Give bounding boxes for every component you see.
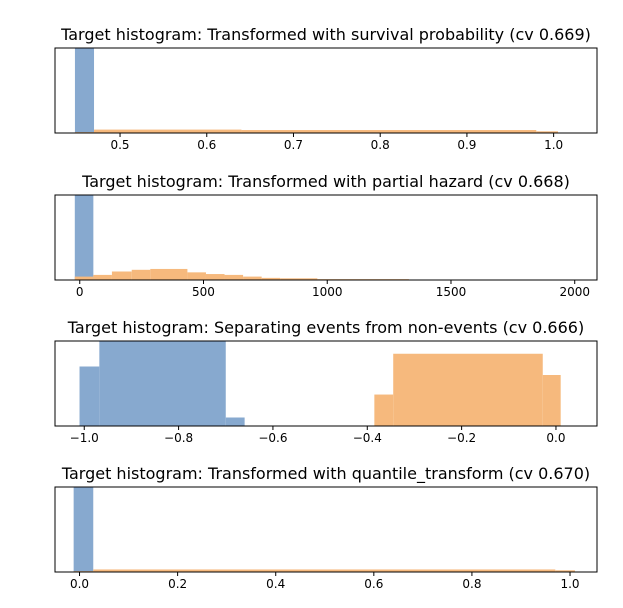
- x-tick-label: 0.5: [110, 138, 129, 152]
- histogram-bar: [79, 366, 100, 426]
- panel-title: Target histogram: Transformed with parti…: [81, 172, 570, 191]
- histogram-bar: [555, 570, 575, 572]
- histogram-bar: [93, 569, 556, 572]
- histogram-bar: [74, 276, 94, 280]
- histogram-bar: [150, 268, 188, 280]
- axes-frame: [54, 486, 598, 573]
- histogram-bar: [131, 269, 151, 280]
- x-tick-label: −0.2: [447, 431, 476, 445]
- x-tick-label: 1.0: [560, 577, 579, 591]
- histogram-bar: [111, 271, 132, 280]
- histogram-panel: Target histogram: Transformed with survi…: [54, 25, 598, 152]
- histogram-bar: [280, 278, 318, 280]
- x-tick-label: 0.0: [70, 577, 89, 591]
- x-tick-label: 0.6: [364, 577, 383, 591]
- x-tick-label: −0.6: [258, 431, 287, 445]
- histogram-bar: [74, 195, 94, 280]
- x-tick-label: 0.9: [457, 138, 476, 152]
- x-tick-label: 0.7: [284, 138, 303, 152]
- x-tick-label: 0: [76, 285, 84, 299]
- histogram-bar: [261, 277, 281, 280]
- histogram-bar: [224, 274, 244, 280]
- x-tick-label: −0.8: [164, 431, 193, 445]
- x-tick-label: 1500: [436, 285, 467, 299]
- x-tick-label: 500: [192, 285, 215, 299]
- x-tick-label: 1.0: [544, 138, 563, 152]
- panel-title: Target histogram: Separating events from…: [67, 318, 584, 337]
- x-tick-label: −0.4: [353, 431, 382, 445]
- histogram-bar: [225, 417, 245, 426]
- x-tick-label: 0.6: [197, 138, 216, 152]
- histogram-bar: [243, 276, 262, 280]
- x-tick-label: 2000: [559, 285, 590, 299]
- axes-frame: [54, 194, 598, 281]
- panel-title: Target histogram: Transformed with quant…: [61, 464, 590, 484]
- histogram-panel: Target histogram: Transformed with parti…: [54, 172, 598, 299]
- histogram-panel: Target histogram: Separating events from…: [54, 318, 598, 445]
- x-tick-label: 0.4: [266, 577, 285, 591]
- histogram-bar: [241, 130, 537, 133]
- x-tick-label: −1.0: [70, 431, 99, 445]
- histogram-bar: [542, 375, 561, 426]
- axes-frame: [54, 340, 598, 427]
- histogram-bar: [393, 353, 543, 426]
- histogram-bar: [73, 487, 94, 572]
- histogram-panels: Target histogram: Transformed with survi…: [54, 25, 598, 591]
- histogram-bar: [374, 394, 394, 426]
- x-tick-label: 1000: [312, 285, 343, 299]
- histogram-bar: [536, 131, 558, 133]
- histogram-bar: [205, 274, 225, 280]
- x-tick-label: 0.8: [371, 138, 390, 152]
- histogram-bar: [187, 272, 206, 280]
- histogram-bar: [93, 274, 112, 280]
- histogram-panel: Target histogram: Transformed with quant…: [54, 464, 598, 591]
- histogram-bar: [94, 129, 242, 133]
- panel-title: Target histogram: Transformed with survi…: [60, 25, 591, 44]
- x-tick-label: 0.0: [546, 431, 565, 445]
- histogram-bar: [99, 341, 226, 426]
- histogram-bar: [74, 48, 95, 133]
- axes-frame: [54, 47, 598, 134]
- x-tick-label: 0.2: [168, 577, 187, 591]
- x-tick-label: 0.8: [462, 577, 481, 591]
